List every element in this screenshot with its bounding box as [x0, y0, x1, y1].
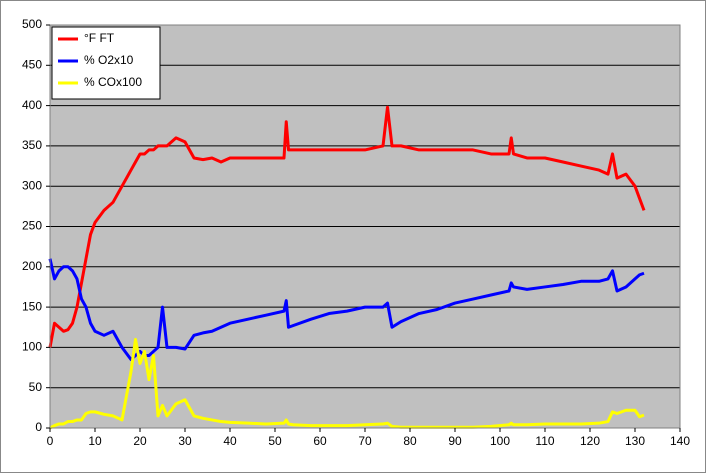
- y-tick-label: 350: [22, 138, 42, 152]
- x-tick-label: 60: [313, 434, 327, 448]
- x-tick-label: 70: [358, 434, 372, 448]
- series-line: [48, 258, 645, 361]
- x-tick-label: 90: [448, 434, 462, 448]
- x-tick-label: 20: [133, 434, 147, 448]
- x-tick-label: 120: [580, 434, 600, 448]
- x-tick-label: 40: [223, 434, 237, 448]
- legend-label: °F FT: [84, 31, 115, 45]
- series-line: [48, 105, 646, 348]
- series-line: [49, 337, 645, 430]
- x-tick-label: 0: [47, 434, 54, 448]
- lines: [48, 105, 646, 430]
- y-tick-label: 150: [22, 299, 42, 313]
- x-tick-label: 80: [403, 434, 417, 448]
- x-tick-label: 100: [490, 434, 510, 448]
- y-tick-label: 400: [22, 98, 42, 112]
- y-tick-label: 300: [22, 178, 42, 192]
- y-tick-label: 200: [22, 259, 42, 273]
- legend: °F FT % O2x10 % COx100: [51, 26, 161, 100]
- y-tick-label: 50: [29, 380, 43, 394]
- y-tick-label: 500: [22, 17, 42, 31]
- x-tick-label: 130: [625, 434, 645, 448]
- y-tick-label: 100: [22, 340, 42, 354]
- y-tick-label: 0: [35, 420, 42, 434]
- legend-label: % COx100: [84, 75, 142, 89]
- x-tick-label: 30: [178, 434, 192, 448]
- y-tick-label: 250: [22, 219, 42, 233]
- x-tick-label: 10: [88, 434, 102, 448]
- legend-label: % O2x10: [84, 53, 134, 67]
- x-tick-label: 110: [535, 434, 554, 448]
- x-tick-label: 50: [268, 434, 282, 448]
- x-tick-label: 140: [670, 434, 690, 448]
- axes: 0 50 100 150 200 250 300 350 400 450 500 0 10 20 30 40 5…: [22, 17, 690, 448]
- y-tick-label: 450: [22, 57, 42, 71]
